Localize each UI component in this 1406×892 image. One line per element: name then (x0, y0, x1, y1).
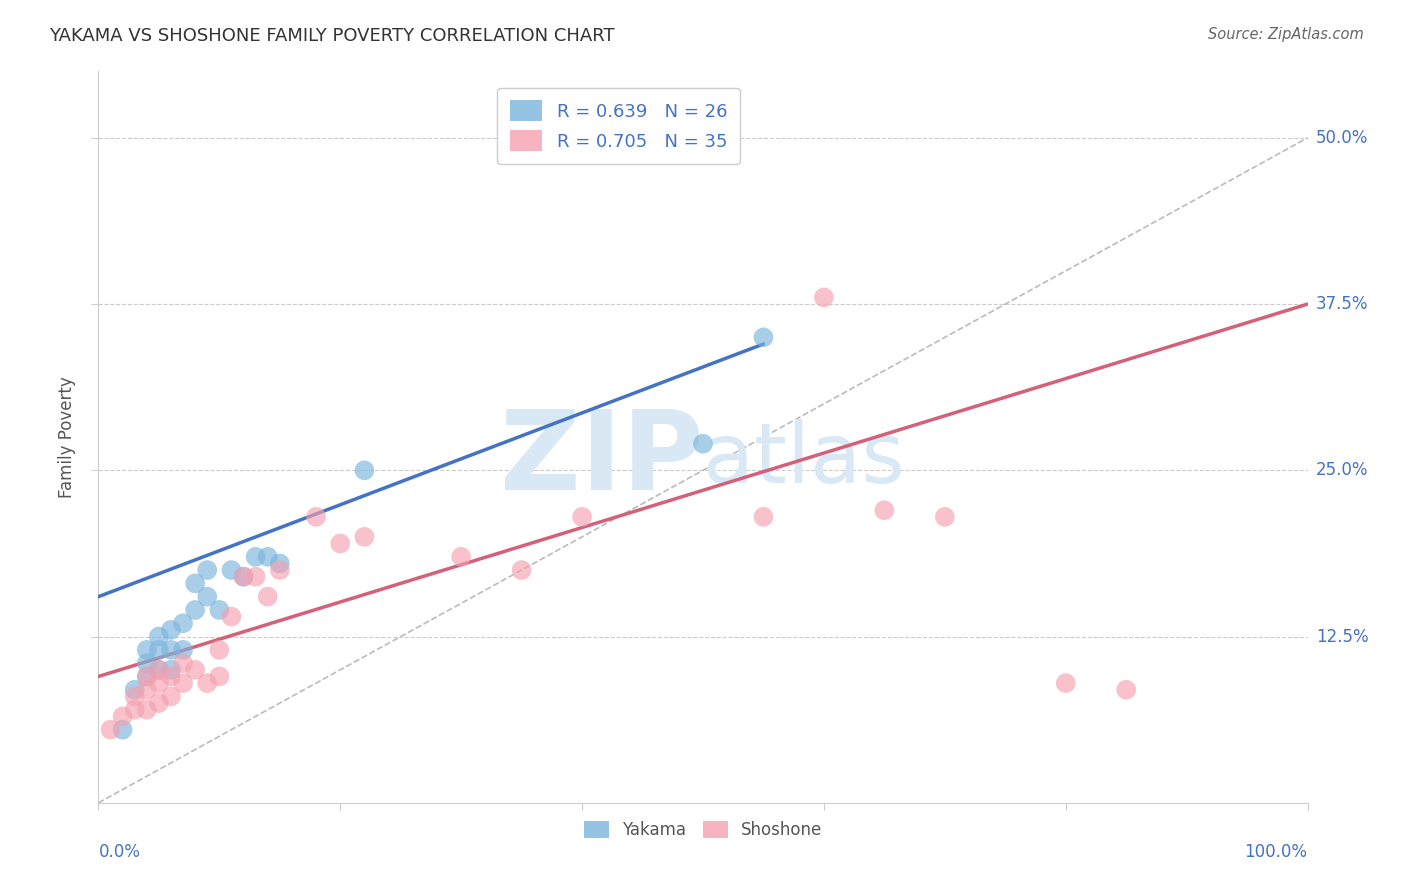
Point (148, 643, 170, 657)
Y-axis label: Family Poverty: Family Poverty (58, 376, 76, 498)
Point (256, 549, 278, 564)
Point (135, 682, 157, 697)
Point (571, 509, 593, 524)
Point (172, 676, 194, 690)
Point (135, 669, 157, 683)
Text: 37.5%: 37.5% (1316, 295, 1368, 313)
Point (172, 616, 194, 631)
Point (510, 563, 533, 577)
Point (353, 530, 375, 544)
Text: Source: ZipAtlas.com: Source: ZipAtlas.com (1208, 27, 1364, 42)
Point (148, 696, 170, 710)
Point (160, 690, 183, 704)
Point (160, 623, 183, 637)
Text: 100.0%: 100.0% (1244, 843, 1308, 861)
Point (245, 570, 267, 584)
Point (269, 557, 291, 571)
Point (124, 682, 146, 697)
Point (221, 563, 243, 577)
Point (208, 669, 231, 683)
Point (160, 669, 183, 683)
Point (256, 590, 278, 604)
Point (195, 590, 218, 604)
Point (111, 723, 134, 737)
Point (184, 603, 207, 617)
Point (148, 676, 170, 690)
Legend: Yakama, Shoshone: Yakama, Shoshone (576, 814, 830, 846)
Text: YAKAMA VS SHOSHONE FAMILY POVERTY CORRELATION CHART: YAKAMA VS SHOSHONE FAMILY POVERTY CORREL… (49, 27, 614, 45)
Point (353, 463, 375, 477)
Point (135, 669, 157, 683)
Point (111, 709, 134, 723)
Text: ZIP: ZIP (499, 406, 703, 513)
Point (692, 436, 714, 450)
Point (813, 290, 835, 304)
Point (450, 549, 472, 564)
Point (172, 656, 194, 670)
Point (124, 690, 146, 704)
Text: 25.0%: 25.0% (1316, 461, 1368, 479)
Point (221, 609, 243, 624)
Point (135, 656, 157, 670)
Point (269, 563, 291, 577)
Text: 12.5%: 12.5% (1316, 628, 1368, 646)
Text: 50.0%: 50.0% (1316, 128, 1368, 147)
Point (934, 509, 956, 524)
Point (195, 563, 218, 577)
Point (184, 576, 207, 591)
Point (148, 630, 170, 644)
Text: 0.0%: 0.0% (98, 843, 141, 861)
Point (100, 723, 122, 737)
Point (232, 570, 254, 584)
Point (329, 536, 352, 550)
Point (752, 330, 775, 344)
Point (135, 703, 157, 717)
Point (208, 643, 231, 657)
Text: atlas: atlas (703, 418, 904, 500)
Point (232, 570, 254, 584)
Point (124, 703, 146, 717)
Point (1115, 682, 1137, 697)
Point (160, 643, 183, 657)
Point (208, 603, 231, 617)
Point (172, 643, 194, 657)
Point (160, 663, 183, 677)
Point (245, 549, 267, 564)
Point (305, 509, 328, 524)
Point (752, 509, 775, 524)
Point (1054, 676, 1077, 690)
Point (148, 663, 170, 677)
Point (135, 643, 157, 657)
Point (873, 503, 896, 517)
Point (195, 676, 218, 690)
Point (184, 663, 207, 677)
Point (148, 663, 170, 677)
